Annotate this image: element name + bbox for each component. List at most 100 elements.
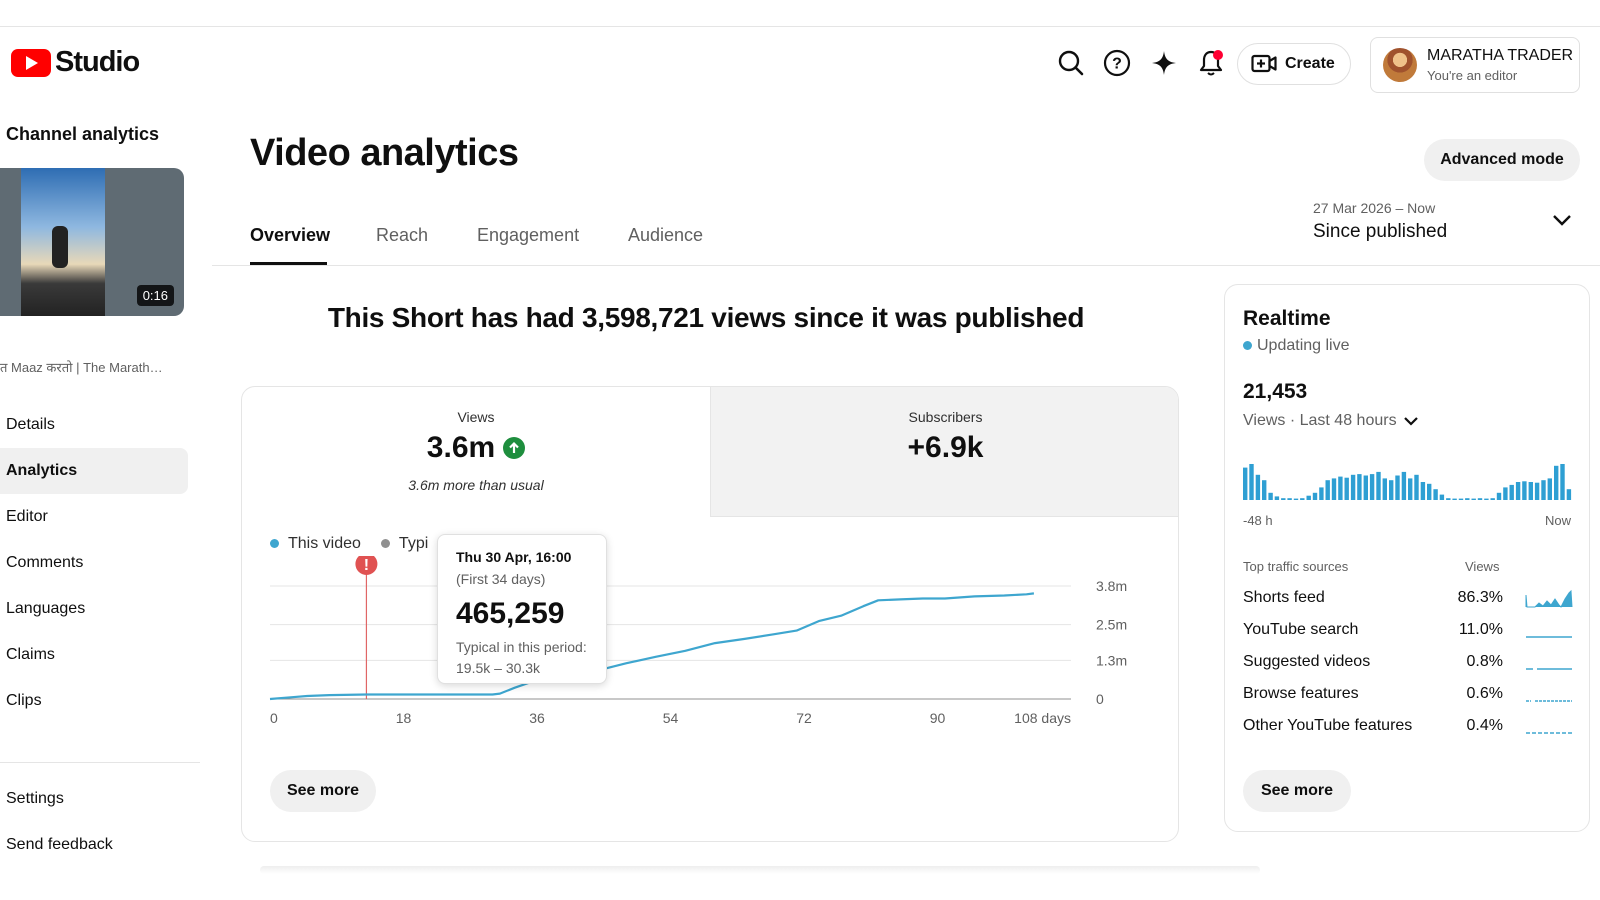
sidebar-item-send-feedback[interactable]: Send feedback <box>0 822 188 868</box>
sidebar-item-languages[interactable]: Languages <box>0 586 188 632</box>
realtime-bar <box>1522 481 1527 500</box>
overview-card: Views 3.6m 3.6m more than usual Subscrib… <box>241 386 1179 842</box>
chart-y-tick: 0 <box>1096 691 1104 707</box>
studio-logo[interactable]: Studio <box>11 46 140 79</box>
tab-audience[interactable]: Audience <box>628 225 704 245</box>
chart-x-tick: 108 days <box>1014 710 1071 726</box>
realtime-bar <box>1554 465 1559 500</box>
realtime-bar <box>1458 498 1464 500</box>
date-range-label[interactable]: Since published <box>1313 221 1448 242</box>
legend-this-video[interactable]: This video <box>270 535 361 553</box>
realtime-bar-chart[interactable] <box>1243 460 1573 500</box>
realtime-period-dropdown[interactable]: Views · Last 48 hours <box>1243 412 1419 430</box>
active-tab-indicator <box>250 262 327 265</box>
realtime-bar <box>1344 477 1349 500</box>
sidebar-item-settings[interactable]: Settings <box>0 776 188 822</box>
views-line-chart[interactable]: 0 1.3m 2.5m 3.8m 0 18 36 54 72 90 108 days! <box>241 556 1141 746</box>
sidebar-item-label: Details <box>6 416 55 433</box>
realtime-title: Realtime <box>1243 307 1331 330</box>
realtime-bar <box>1490 498 1495 500</box>
realtime-bar <box>1408 478 1413 500</box>
trend-up-icon <box>503 437 526 459</box>
tooltip-typical-label: Typical in this period: <box>456 639 587 655</box>
create-button[interactable]: Create <box>1237 43 1351 85</box>
subscribers-label: Subscribers <box>908 409 983 425</box>
top-divider <box>0 26 1600 27</box>
realtime-see-more-button[interactable]: See more <box>1243 770 1351 812</box>
account-role: You're an editor <box>1427 68 1518 83</box>
chevron-down-icon[interactable] <box>1552 213 1572 232</box>
tab-engagement[interactable]: Engagement <box>477 225 580 245</box>
realtime-bar <box>1376 471 1381 500</box>
video-thumbnail[interactable]: 0:16 <box>0 168 184 316</box>
legend-label: This video <box>288 535 361 552</box>
tab-reach[interactable]: Reach <box>376 225 429 245</box>
realtime-bar <box>1350 474 1356 500</box>
traffic-source-row[interactable]: Other YouTube features 0.4% <box>1243 715 1573 739</box>
traffic-source-name: Suggested videos <box>1243 653 1371 670</box>
subscribers-metric[interactable]: Subscribers +6.9k <box>710 387 1178 517</box>
tab-overview[interactable]: Overview <box>250 225 331 245</box>
traffic-source-row[interactable]: Suggested videos 0.8% <box>1243 651 1573 675</box>
sidebar-item-claims[interactable]: Claims <box>0 632 188 678</box>
traffic-source-pct: 86.3% <box>1457 589 1503 606</box>
tooltip-date: Thu 30 Apr, 16:00 <box>456 549 572 565</box>
traffic-source-row[interactable]: Browse features 0.6% <box>1243 683 1573 707</box>
realtime-bar <box>1401 471 1407 500</box>
legend-typical[interactable]: Typi <box>380 535 428 553</box>
sidebar-item-clips[interactable]: Clips <box>0 678 188 724</box>
account-switcher[interactable]: MARATHA TRADER You're an editor <box>1370 37 1580 93</box>
realtime-bar <box>1547 478 1552 500</box>
traffic-sparkline <box>1526 668 1572 670</box>
traffic-source-row[interactable]: YouTube search 11.0% <box>1243 619 1573 643</box>
realtime-bar <box>1496 492 1502 500</box>
realtime-bar <box>1262 480 1267 500</box>
chart-x-tick: 72 <box>796 710 812 726</box>
sidebar-item-editor[interactable]: Editor <box>0 494 188 540</box>
realtime-bar <box>1363 475 1368 500</box>
alert-icon <box>355 556 378 575</box>
realtime-bar <box>1395 475 1400 500</box>
realtime-bar <box>1452 498 1457 500</box>
realtime-bar <box>1281 498 1286 500</box>
realtime-bar <box>1306 495 1311 500</box>
search-icon[interactable] <box>1055 47 1087 79</box>
scroll-fade <box>260 866 1260 874</box>
realtime-bar <box>1293 498 1299 500</box>
traffic-source-row[interactable]: Shorts feed 86.3% <box>1243 587 1573 611</box>
realtime-bar <box>1319 487 1324 500</box>
sparkle-icon[interactable] <box>1148 47 1180 79</box>
views-value: 3.6m <box>426 431 496 464</box>
views-metric[interactable]: Views 3.6m 3.6m more than usual <box>242 387 710 517</box>
date-range-text[interactable]: 27 Mar 2026 – Now <box>1313 200 1436 216</box>
realtime-bar <box>1484 498 1489 500</box>
realtime-bar <box>1300 498 1305 500</box>
realtime-count: 21,453 <box>1243 380 1308 403</box>
realtime-card: Realtime Updating live 21,453 Views · La… <box>1224 284 1590 832</box>
sidebar-item-analytics[interactable]: Analytics <box>0 448 188 494</box>
advanced-mode-button[interactable]: Advanced mode <box>1424 139 1580 181</box>
sidebar-item-label: Settings <box>6 790 64 807</box>
traffic-source-name: YouTube search <box>1243 621 1359 638</box>
views-headline: This Short has had 3,598,721 views since… <box>327 302 1085 333</box>
see-more-button[interactable]: See more <box>270 770 376 812</box>
help-icon[interactable]: ? <box>1101 47 1133 79</box>
realtime-bar <box>1471 498 1476 500</box>
channel-analytics-link[interactable]: Channel analytics <box>6 124 160 144</box>
realtime-bar <box>1338 476 1343 500</box>
tabs-divider <box>212 265 1600 266</box>
realtime-bar <box>1249 464 1254 500</box>
sidebar-item-details[interactable]: Details <box>0 402 188 448</box>
sidebar-item-label: Claims <box>6 646 55 663</box>
sidebar-item-comments[interactable]: Comments <box>0 540 188 586</box>
notifications-icon[interactable] <box>1195 47 1227 79</box>
tooltip-subtitle: (First 34 days) <box>456 571 546 587</box>
realtime-bar <box>1389 480 1394 500</box>
realtime-axis-start: -48 h <box>1243 513 1273 528</box>
thumbnail-figure <box>52 226 68 268</box>
create-video-icon <box>1251 54 1277 73</box>
sidebar-item-label: Analytics <box>6 462 78 479</box>
realtime-bar <box>1433 489 1438 500</box>
traffic-source-name: Other YouTube features <box>1243 717 1413 734</box>
legend-dot <box>270 539 279 549</box>
